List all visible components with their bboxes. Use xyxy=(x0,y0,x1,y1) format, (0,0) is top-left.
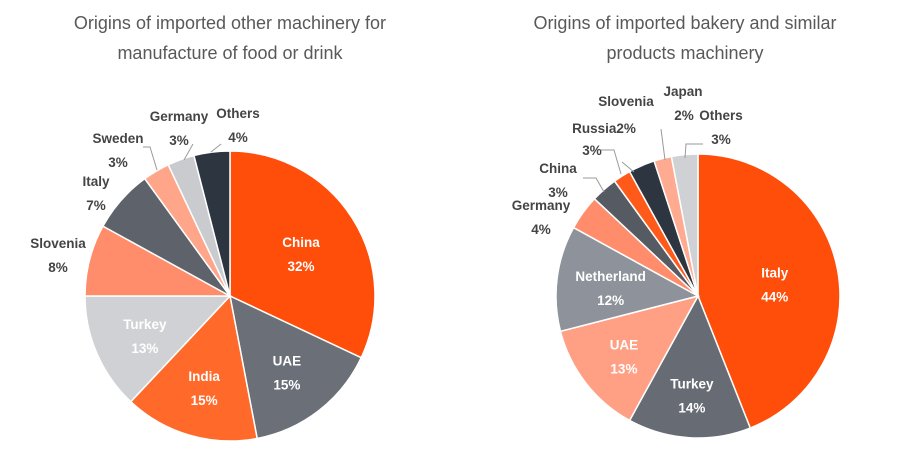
slice-label-russia: Russia2% xyxy=(572,121,636,175)
leader-line xyxy=(583,177,605,193)
slice-value-label: 8% xyxy=(48,260,68,275)
chart-title-line-2: products machinery xyxy=(606,43,764,63)
pie-chart-1: China 32% UAE 15% India 15% Turkey 13% Slovenia 8… xyxy=(30,106,376,442)
leader-line xyxy=(660,128,666,161)
slice-label-netherland: Netherland 12% xyxy=(575,269,646,308)
pie-slice-italy[interactable] xyxy=(697,153,841,430)
slice-label-germany: Germany 4% xyxy=(512,198,571,237)
slice-name-label: Turkey xyxy=(670,376,714,391)
slice-value-label: 7% xyxy=(86,198,106,213)
slice-label-slovenia: Slovenia 3% xyxy=(582,94,654,173)
pie-slice-uae[interactable] xyxy=(228,294,363,440)
slice-label-turkey: Turkey 13% xyxy=(123,317,167,356)
slice-name-label: Russia2% xyxy=(572,121,636,136)
slice-value-label: 15% xyxy=(273,377,300,392)
slice-label-uae: UAE 13% xyxy=(610,337,639,376)
slice-name-label: UAE xyxy=(273,353,302,368)
pie-slice-others[interactable] xyxy=(193,150,231,297)
slice-value-label: 3% xyxy=(711,132,731,147)
slice-label-japan: Japan 2% xyxy=(660,84,703,161)
slice-name-label: China xyxy=(282,235,320,250)
slice-name-label: Slovenia xyxy=(30,236,86,251)
pie-slice-others[interactable] xyxy=(670,153,699,297)
slice-value-label: 14% xyxy=(678,400,705,415)
slice-name-label: Germany xyxy=(150,109,209,124)
slice-label-slovenia: Slovenia 8% xyxy=(30,236,86,275)
slice-name-label: Germany xyxy=(512,198,571,213)
leader-line xyxy=(183,143,194,161)
slice-name-label: Slovenia xyxy=(598,94,654,109)
slice-value-label: 13% xyxy=(610,361,637,376)
pie-slice-turkey[interactable] xyxy=(628,294,752,439)
slice-value-label: 44% xyxy=(761,289,788,304)
leader-line xyxy=(601,149,622,175)
slice-value-label: 32% xyxy=(287,259,314,274)
slice-value-label: 3% xyxy=(582,143,602,158)
slice-name-label: Italy xyxy=(761,265,789,280)
slice-name-label: Others xyxy=(216,106,260,121)
slice-value-label: 4% xyxy=(228,130,248,145)
pie-chart-2: Italy 44% Turkey 14% UAE 13% Netherland 12% Germ… xyxy=(512,84,841,439)
leader-line xyxy=(210,143,222,153)
slice-value-label: 3% xyxy=(169,133,189,148)
slice-label-italy: Italy 44% xyxy=(761,265,789,304)
slice-value-label: 13% xyxy=(131,341,158,356)
slice-name-label: Sweden xyxy=(92,131,143,146)
slice-value-label: 3% xyxy=(108,155,128,170)
pie-slice-india[interactable] xyxy=(129,294,259,442)
slice-name-label: UAE xyxy=(610,337,639,352)
slice-value-label: 15% xyxy=(191,393,218,408)
pie-slice-uae[interactable] xyxy=(559,294,700,422)
slice-label-others: Others 3% xyxy=(684,108,743,159)
slice-label-uae: UAE 15% xyxy=(273,353,302,392)
pie-slice-turkey[interactable] xyxy=(84,295,232,403)
pie-slice-netherland[interactable] xyxy=(555,226,701,333)
chart-title-line-1: Origins of imported bakery and similar xyxy=(533,13,837,33)
slice-value-label: 3% xyxy=(548,185,568,200)
slice-label-india: India 15% xyxy=(188,369,220,408)
slice-value-label: 4% xyxy=(531,222,551,237)
leader-line xyxy=(621,161,635,173)
slice-label-china: China 32% xyxy=(282,235,320,274)
slice-label-china: China 3% xyxy=(539,161,605,200)
slice-label-italy: Italy 7% xyxy=(82,174,110,213)
slice-name-label: India xyxy=(188,369,220,384)
slice-name-label: Japan xyxy=(663,84,702,99)
slice-label-germany: Germany 3% xyxy=(150,109,209,161)
pie-slice-china[interactable] xyxy=(229,150,376,359)
slice-name-label: Turkey xyxy=(123,317,167,332)
chart-title-bakery: Origins of imported bakery and similar p… xyxy=(470,8,900,68)
chart-title-line-1: Origins of imported other machinery for xyxy=(73,13,387,33)
slice-value-label: 2% xyxy=(674,108,694,123)
slice-name-label: Netherland xyxy=(575,269,646,284)
chart-title-line-2: manufacture of food or drink xyxy=(117,43,343,63)
slice-name-label: Others xyxy=(699,108,743,123)
slice-value-label: 12% xyxy=(597,293,624,308)
slice-label-turkey: Turkey 14% xyxy=(670,376,714,415)
chart-title-food-drink: Origins of imported other machinery for … xyxy=(15,8,445,68)
leader-line xyxy=(684,143,703,159)
slice-label-others: Others 4% xyxy=(210,106,260,153)
leader-line xyxy=(143,146,158,171)
slice-label-sweden: Sweden 3% xyxy=(92,131,158,171)
slice-name-label: Italy xyxy=(82,174,110,189)
slice-name-label: China xyxy=(539,161,577,176)
